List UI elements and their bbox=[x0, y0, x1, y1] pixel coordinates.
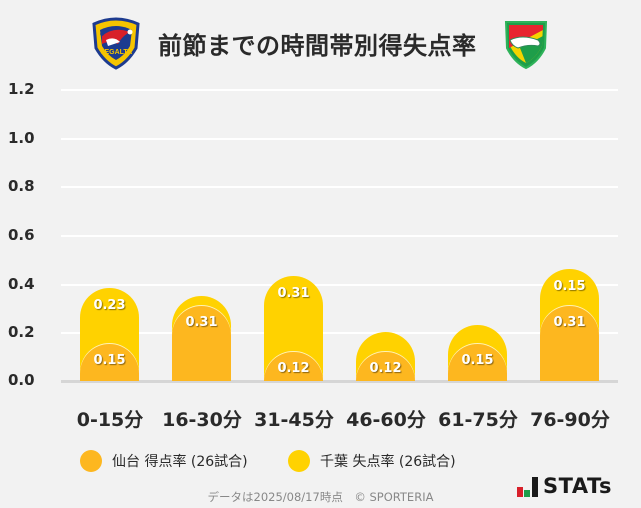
bar-segment-sendai bbox=[80, 344, 139, 381]
legend-item-sendai[interactable]: 仙台 得点率 (26試合) bbox=[80, 450, 248, 472]
x-tick-label: 0-15分 bbox=[76, 409, 144, 431]
bar-chart-icon bbox=[517, 477, 538, 497]
svg-text:VEGALTA: VEGALTA bbox=[100, 49, 132, 56]
value-label-sendai: 0.15 bbox=[461, 353, 494, 369]
x-tick-label: 31-45分 bbox=[254, 409, 334, 431]
stacked-bar[interactable]: 0.12 bbox=[356, 332, 415, 381]
gridline bbox=[61, 235, 618, 237]
stacked-bar[interactable]: 0.15 bbox=[448, 324, 507, 381]
stacked-bar[interactable]: 0.23 0.15 bbox=[80, 288, 139, 381]
bar-segment-sendai bbox=[540, 305, 599, 381]
y-tick-label: 0.4 bbox=[8, 275, 35, 293]
y-tick-label: 0.6 bbox=[8, 226, 35, 244]
x-tick-label: 16-30分 bbox=[162, 409, 242, 431]
y-tick-label: 0.2 bbox=[8, 323, 35, 341]
legend-swatch-chiba bbox=[288, 450, 310, 472]
value-label-sendai: 0.31 bbox=[553, 314, 586, 330]
y-tick-label: 1.2 bbox=[8, 80, 35, 98]
data-source-note: データは2025/08/17時点 © SPORTERIA bbox=[207, 490, 434, 504]
stats-brand-logo: STATs bbox=[517, 476, 612, 497]
value-label-sendai: 0.12 bbox=[277, 360, 310, 376]
jef-united-chiba-crest-icon bbox=[498, 14, 554, 70]
value-label-chiba: 0.15 bbox=[553, 278, 586, 294]
value-label-chiba: 0.23 bbox=[93, 298, 126, 314]
value-label-sendai: 0.15 bbox=[93, 353, 126, 369]
bar-segment-sendai bbox=[448, 344, 507, 381]
stacked-bar[interactable]: 0.31 bbox=[172, 295, 231, 381]
legend-label-sendai: 仙台 得点率 (26試合) bbox=[112, 454, 248, 470]
y-tick-label: 1.0 bbox=[8, 129, 35, 147]
stats-brand-text: STATs bbox=[543, 474, 612, 498]
gridline bbox=[61, 186, 618, 188]
x-tick-label: 76-90分 bbox=[530, 409, 610, 431]
stacked-bar[interactable]: 0.15 0.31 bbox=[540, 268, 599, 381]
vegalta-sendai-crest-icon: VEGALTA bbox=[88, 14, 144, 70]
y-tick-label: 0.0 bbox=[8, 371, 35, 389]
chart-header: VEGALTA 前節までの時間帯別得失点率 bbox=[0, 14, 641, 70]
y-tick-label: 0.8 bbox=[8, 177, 35, 195]
legend-label-chiba: 千葉 失点率 (26試合) bbox=[320, 454, 456, 470]
gridline bbox=[61, 89, 618, 91]
gridline bbox=[61, 332, 618, 334]
stacked-bar[interactable]: 0.31 0.12 bbox=[264, 276, 323, 381]
legend-item-chiba[interactable]: 千葉 失点率 (26試合) bbox=[288, 450, 456, 472]
value-label-sendai: 0.12 bbox=[369, 360, 402, 376]
gridline bbox=[61, 284, 618, 286]
value-label-chiba: 0.31 bbox=[277, 286, 310, 302]
page-title: 前節までの時間帯別得失点率 bbox=[158, 32, 477, 60]
x-axis-baseline bbox=[61, 380, 618, 383]
x-tick-label: 46-60分 bbox=[346, 409, 426, 431]
bar-segment-sendai bbox=[172, 305, 231, 381]
gridline bbox=[61, 138, 618, 140]
legend-swatch-sendai bbox=[80, 450, 102, 472]
x-tick-label: 61-75分 bbox=[438, 409, 518, 431]
value-label-sendai: 0.31 bbox=[185, 314, 218, 330]
